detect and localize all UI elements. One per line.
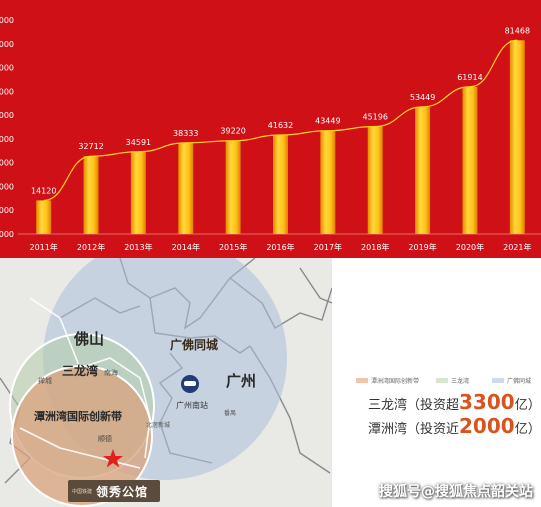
map-label-guangfo: 广佛同城 (170, 338, 219, 352)
bar (130, 151, 146, 234)
legend-item: 三龙湾 (436, 376, 469, 385)
watermark: 搜狐号@搜狐焦点韶关站 (379, 484, 533, 500)
legend-item: 潭洲湾国际创新带 (356, 376, 419, 385)
bar (83, 156, 99, 234)
map-label-gz-south: 广州南站 (176, 401, 208, 410)
map-label-guangzhou: 广州 (226, 372, 257, 390)
legend-label: 广佛同城 (507, 378, 532, 385)
data-label: 32712 (78, 142, 103, 151)
x-tick-label: 2017年 (314, 242, 342, 252)
x-tick-label: 2021年 (503, 242, 531, 252)
project-location-star-icon (103, 449, 123, 468)
map-label-nansha: 北滘新城 (146, 422, 171, 429)
bar (415, 106, 431, 234)
bar (320, 130, 336, 234)
map-label-tanzhou: 潭洲湾国际创新带 (34, 410, 122, 423)
data-label: 39220 (220, 127, 245, 136)
investment-suffix: 亿） (514, 398, 541, 413)
x-tick-label: 2020年 (456, 242, 484, 252)
data-label: 53449 (410, 93, 435, 102)
badge-subtitle: 中国铁建 (72, 489, 93, 495)
legend-panel: 潭洲湾国际创新带 三龙湾 广佛同城 三龙湾（投资超3300亿） 潭洲湾（投资近2… (332, 258, 541, 507)
legend-swatch (492, 378, 504, 383)
map-label-sanlongwan: 三龙湾 (62, 364, 99, 378)
investment-prefix: 潭洲湾（投资近 (368, 422, 460, 437)
investment-prefix: 三龙湾（投资超 (368, 398, 460, 413)
map-label-panyu: 番禺 (224, 410, 237, 417)
district-boundary (299, 267, 332, 304)
data-label: 45196 (363, 113, 388, 122)
map-label-foshan: 佛山 (74, 330, 105, 348)
investment-line-tanzhou: 潭洲湾（投资近2000亿） (368, 414, 541, 438)
bar (225, 140, 241, 234)
investment-suffix: 亿） (514, 422, 541, 437)
investment-line-sanlongwan: 三龙湾（投资超3300亿） (368, 390, 541, 414)
bar (36, 200, 52, 234)
x-tick-label: 2011年 (30, 242, 58, 252)
data-label: 81468 (505, 26, 530, 35)
x-tick-label: 2015年 (219, 242, 247, 252)
data-label: 41632 (268, 121, 293, 130)
train-shape-icon (184, 381, 196, 386)
badge-title: 领秀公馆 (96, 485, 149, 499)
map-label-shunde: 顺德 (98, 435, 112, 443)
data-label: 61914 (457, 73, 482, 82)
bar (178, 142, 194, 234)
map-label-chancheng: 禅城 (38, 377, 52, 385)
data-label: 43449 (315, 117, 340, 126)
legend-label: 三龙湾 (451, 378, 470, 385)
x-tick-label: 2014年 (172, 242, 200, 252)
data-label: 38333 (173, 129, 198, 138)
x-tick-label: 2019年 (408, 242, 436, 252)
bar (509, 40, 525, 234)
trend-line (43, 39, 518, 202)
tanzhou-circle (11, 365, 153, 507)
project-badge: 中国铁建 领秀公馆 (68, 480, 160, 502)
x-tick-label: 2013年 (124, 242, 152, 252)
district-boundary (19, 427, 141, 469)
map-graphic (0, 258, 332, 507)
x-tick-label: 2018年 (361, 242, 389, 252)
district-boundary (29, 297, 151, 459)
investment-amount: 2000 (459, 414, 515, 438)
data-label: 34591 (126, 138, 151, 147)
map-label-nanhai: 南海 (104, 369, 118, 377)
legend-swatch (436, 378, 448, 383)
legend-item: 广佛同城 (492, 376, 531, 385)
x-tick-label: 2016年 (266, 242, 294, 252)
bar (273, 135, 288, 234)
investment-amount: 3300 (459, 390, 515, 414)
bar (367, 126, 383, 234)
legend-swatch (356, 378, 368, 383)
x-tick-label: 2012年 (77, 242, 105, 252)
location-map: 佛山 三龙湾 广佛同城 广州 广州南站 潭洲湾国际创新带 南海 禅城 顺德 北滘… (0, 258, 332, 507)
legend-label: 潭洲湾国际创新带 (371, 378, 420, 385)
bar (462, 86, 478, 235)
data-label: 14120 (31, 186, 56, 195)
